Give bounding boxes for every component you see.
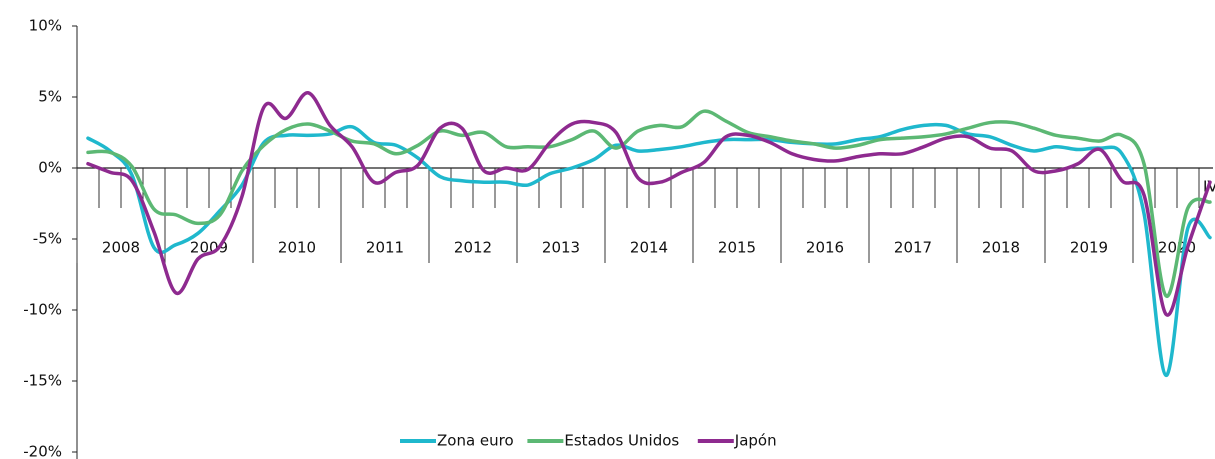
legend-label: Estados Unidos xyxy=(564,432,679,450)
x-tick-label: 2019 xyxy=(1070,239,1108,257)
y-tick-label: 5% xyxy=(38,88,62,106)
y-tick-label: 10% xyxy=(29,17,62,35)
x-tick-label: 2018 xyxy=(982,239,1020,257)
y-tick-label: -10% xyxy=(23,301,62,319)
series-line xyxy=(86,109,1212,298)
x-tick-label: 2008 xyxy=(102,239,140,257)
x-tick-label: 2014 xyxy=(630,239,668,257)
x-tick-label: 2009 xyxy=(190,239,228,257)
y-tick-label: -20% xyxy=(23,443,62,459)
x-tick-label: 2011 xyxy=(366,239,404,257)
x-tick-label: 2016 xyxy=(806,239,844,257)
x-tick-label: 2012 xyxy=(454,239,492,257)
x-tick-label: 2017 xyxy=(894,239,932,257)
series-line xyxy=(86,90,1212,317)
x-tick-label: 2013 xyxy=(542,239,580,257)
y-tick-label: -15% xyxy=(23,372,62,390)
y-tick-label: 0% xyxy=(38,159,62,177)
x-tick-label: 2015 xyxy=(718,239,756,257)
y-tick-label: -5% xyxy=(33,230,62,248)
legend-label: Japón xyxy=(734,432,777,450)
x-tick-label: 2010 xyxy=(278,239,316,257)
legend-label: Zona euro xyxy=(437,432,514,450)
